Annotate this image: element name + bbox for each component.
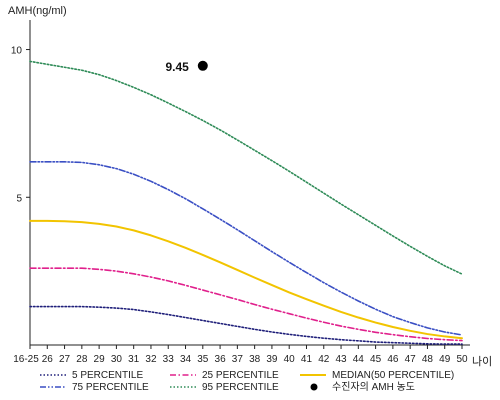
- series-line-5-percentile: [29, 305, 463, 345]
- legend-label: MEDIAN(50 PERCENTILE): [332, 370, 454, 381]
- patient-amh-point: [197, 60, 208, 71]
- x-tick-label: 45: [370, 354, 382, 365]
- x-tick-label: 31: [128, 354, 140, 365]
- x-tick-label: 43: [335, 354, 347, 365]
- x-tick-label: 34: [180, 354, 192, 365]
- x-tick-label: 39: [266, 354, 278, 365]
- x-tick-label: 28: [76, 354, 88, 365]
- x-tick-label: 36: [215, 354, 227, 365]
- series-line-95-percentile: [29, 60, 463, 275]
- x-tick-label: 42: [318, 354, 330, 365]
- legend-label: 95 PERCENTILE: [202, 382, 279, 393]
- legend-label: 75 PERCENTILE: [72, 382, 149, 393]
- legend-label: 수진자의 AMH 농도: [332, 381, 415, 393]
- series-line-75-percentile: [29, 161, 463, 336]
- axes: [29, 20, 470, 346]
- y-axis-label: AMH(ng/ml): [8, 5, 67, 17]
- x-tick-label: 44: [353, 354, 365, 365]
- x-tick-label: 27: [59, 354, 71, 365]
- series-layer: [29, 60, 463, 345]
- x-tick-label: 38: [249, 354, 261, 365]
- x-ticks: 16-25 26 27 28 29 30 31 32 33 34 35 36 37 38 39 40 41 42 4…: [13, 345, 468, 365]
- x-tick-label: 48: [422, 354, 434, 365]
- x-tick-label: 47: [405, 354, 417, 365]
- x-tick-label: 49: [439, 354, 451, 365]
- x-tick-label: 40: [284, 354, 296, 365]
- highlight-layer: 9.45: [165, 60, 208, 74]
- x-tick-label: 29: [94, 354, 106, 365]
- legend-label: 5 PERCENTILE: [72, 370, 143, 381]
- legend: 5 PERCENTILE 25 PERCENTILE MEDIAN(50 PERCE…: [40, 370, 454, 393]
- y-tick-label: 10: [11, 46, 23, 57]
- legend-swatch-patient-point: [310, 383, 318, 391]
- x-tick-label: 46: [387, 354, 399, 365]
- x-tick-label: 33: [163, 354, 175, 365]
- x-axis-label: 나이: [472, 355, 492, 368]
- x-tick-label: 16-25: [13, 354, 39, 365]
- y-ticks: 5 10: [11, 46, 30, 204]
- x-tick-label: 41: [301, 354, 313, 365]
- series-line-25-percentile: [29, 267, 463, 342]
- x-tick-label: 32: [145, 354, 157, 365]
- series-line-median-50-percentile: [29, 219, 463, 340]
- legend-label: 25 PERCENTILE: [202, 370, 279, 381]
- x-tick-label: 37: [232, 354, 244, 365]
- x-tick-label: 30: [111, 354, 123, 365]
- x-tick-label: 35: [197, 354, 209, 365]
- y-tick-label: 5: [16, 193, 22, 204]
- x-tick-label: 50: [456, 354, 468, 365]
- x-tick-label: 26: [42, 354, 54, 365]
- patient-amh-value-label: 9.45: [165, 60, 189, 74]
